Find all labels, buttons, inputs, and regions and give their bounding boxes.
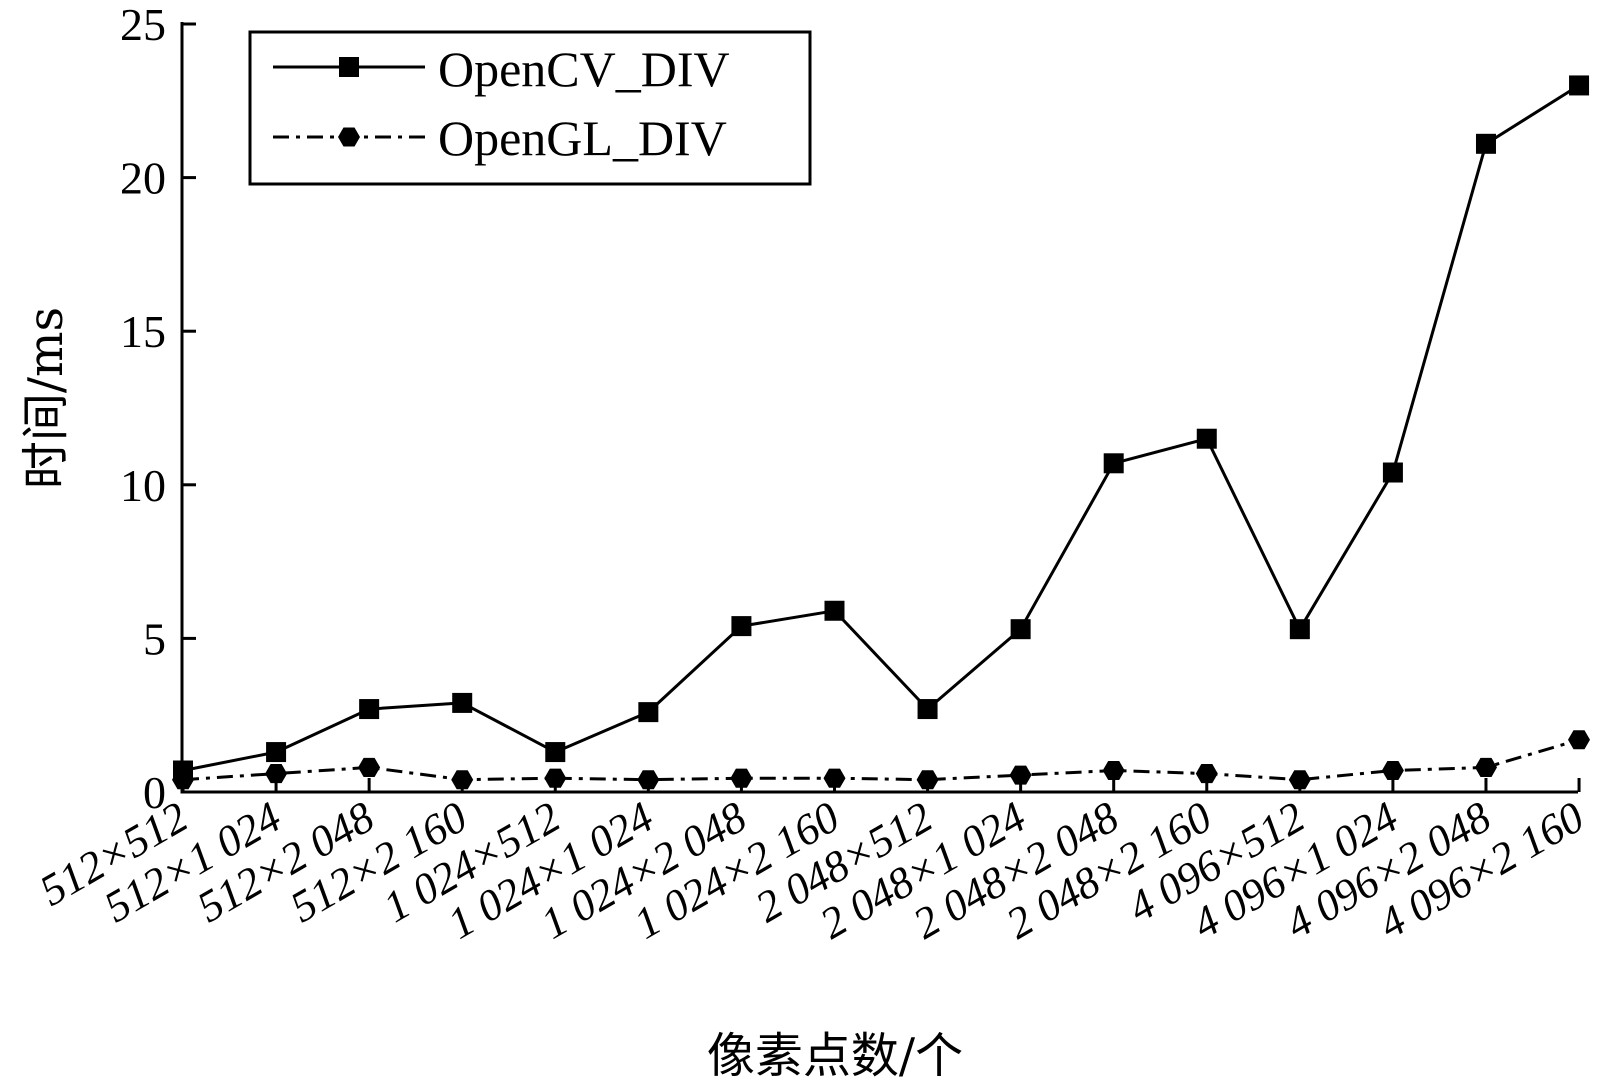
y-axis-ticks: 0 5 10 15 20 25 xyxy=(120,0,196,818)
y-tick-label-0: 0 xyxy=(143,767,166,818)
point-OpenCV_DIV-6 xyxy=(731,616,752,637)
point-OpenGL_DIV-4 xyxy=(544,768,567,788)
point-OpenGL_DIV-6 xyxy=(730,768,753,788)
legend-marker-square xyxy=(339,57,359,77)
point-OpenGL_DIV-13 xyxy=(1381,761,1404,780)
point-OpenCV_DIV-15 xyxy=(1569,75,1590,96)
point-OpenGL_DIV-11 xyxy=(1195,764,1218,784)
series-lines xyxy=(182,84,1580,782)
legend-marker-hexagon xyxy=(338,127,360,147)
y-tick-label-15: 15 xyxy=(120,306,166,357)
y-tick-label-10: 10 xyxy=(120,460,166,511)
point-OpenGL_DIV-2 xyxy=(358,757,381,777)
point-OpenCV_DIV-13 xyxy=(1382,462,1403,483)
y-tick-label-20: 20 xyxy=(120,153,166,204)
point-OpenGL_DIV-8 xyxy=(916,770,939,790)
series-markers xyxy=(172,75,1590,790)
legend: OpenCV_DIV OpenGL_DIV xyxy=(248,30,812,186)
point-OpenCV_DIV-5 xyxy=(638,702,659,723)
point-OpenCV_DIV-7 xyxy=(824,600,845,621)
x-axis-label: 像素点数/个 xyxy=(707,1028,963,1084)
point-OpenGL_DIV-1 xyxy=(265,764,288,784)
axes xyxy=(180,22,1578,794)
point-OpenGL_DIV-7 xyxy=(823,768,846,788)
point-OpenCV_DIV-4 xyxy=(545,742,566,763)
point-OpenCV_DIV-11 xyxy=(1196,428,1217,449)
point-OpenGL_DIV-5 xyxy=(637,770,660,790)
y-tick-label-25: 25 xyxy=(120,0,166,50)
point-OpenCV_DIV-2 xyxy=(359,699,380,720)
point-OpenGL_DIV-3 xyxy=(451,770,474,790)
point-OpenCV_DIV-3 xyxy=(452,692,473,713)
point-OpenCV_DIV-14 xyxy=(1475,133,1496,154)
point-OpenGL_DIV-0 xyxy=(172,770,194,790)
point-OpenCV_DIV-8 xyxy=(917,699,938,720)
y-axis-label: 时间/ms xyxy=(18,307,74,489)
y-tick-label-5: 5 xyxy=(143,613,166,664)
point-OpenGL_DIV-10 xyxy=(1102,761,1125,780)
point-OpenGL_DIV-9 xyxy=(1009,765,1032,785)
point-OpenCV_DIV-1 xyxy=(266,742,287,763)
series-line-OpenCV_DIV xyxy=(182,84,1580,772)
point-OpenCV_DIV-12 xyxy=(1289,619,1310,640)
point-OpenCV_DIV-10 xyxy=(1103,453,1124,474)
point-OpenCV_DIV-9 xyxy=(1010,619,1031,640)
series-line-OpenGL_DIV xyxy=(182,738,1580,782)
legend-label-opencv: OpenCV_DIV xyxy=(438,41,730,97)
point-OpenGL_DIV-12 xyxy=(1288,770,1311,790)
point-OpenGL_DIV-15 xyxy=(1568,730,1590,750)
point-OpenGL_DIV-14 xyxy=(1475,757,1497,777)
legend-label-opengl: OpenGL_DIV xyxy=(438,110,727,166)
